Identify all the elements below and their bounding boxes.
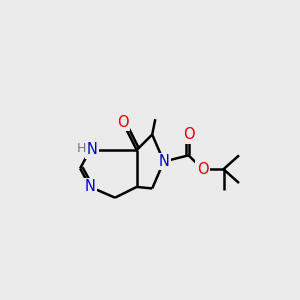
Text: N: N bbox=[86, 142, 97, 158]
Text: O: O bbox=[197, 162, 208, 177]
Text: N: N bbox=[85, 179, 96, 194]
Text: O: O bbox=[183, 127, 194, 142]
Text: O: O bbox=[117, 115, 129, 130]
Text: H: H bbox=[77, 142, 86, 155]
Text: N: N bbox=[158, 154, 169, 169]
